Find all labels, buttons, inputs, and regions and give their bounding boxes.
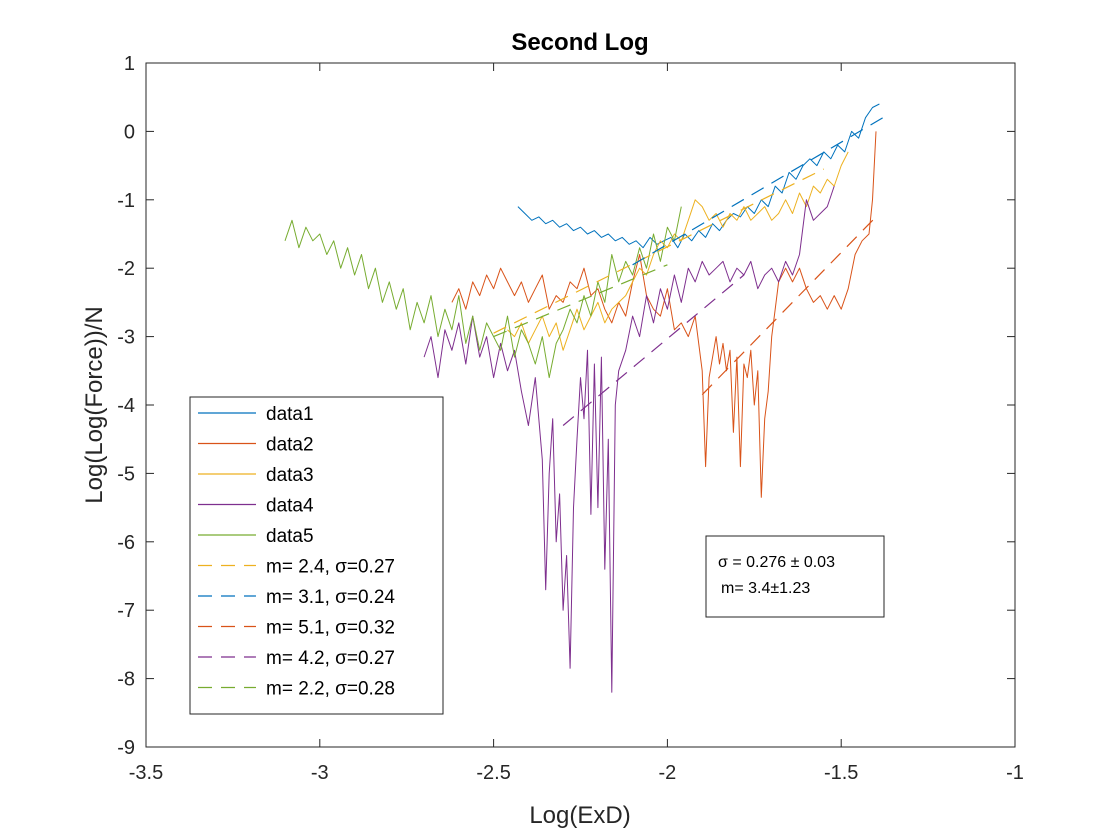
y-tick-label: -1 — [117, 190, 135, 212]
x-tick-label: -1 — [1006, 762, 1024, 784]
legend-label: data5 — [266, 526, 314, 547]
series-line-1 — [517, 103, 880, 249]
series-line-9 — [562, 274, 745, 426]
stats-annotation: σ = 0.276 ± 0.03 m= 3.4±1.23 — [705, 535, 885, 618]
legend-label: data2 — [266, 435, 314, 456]
chart-title: Second Log — [511, 29, 648, 56]
ticks-layer: -3.5 -3 -2.5 -2 -1.5 -1 -9 -8 -7 -6 -5 -4 -3 -2 -1 0 1 — [117, 53, 1024, 784]
y-tick-label: -4 — [117, 395, 135, 417]
legend-item: m= 2.4, σ=0.27 — [198, 557, 395, 578]
legend-box — [189, 396, 444, 715]
legend-items: data1 data2 data3 data4 data5 m= 2.4, σ=0.27 m… — [198, 404, 395, 700]
legend-item: m= 4.2, σ=0.27 — [198, 648, 395, 669]
y-tick-label: -6 — [117, 532, 135, 554]
legend-item: data2 — [198, 435, 314, 456]
x-tick-label: -1.5 — [824, 762, 858, 784]
series-layer — [284, 103, 884, 693]
series-line-6 — [493, 168, 825, 334]
legend: data1 data2 data3 data4 data5 m= 2.4, σ=0.27 m… — [189, 396, 444, 715]
annotation-box — [705, 535, 885, 618]
legend-label: data1 — [266, 404, 314, 425]
y-tick-label: -8 — [117, 669, 135, 691]
series-line-5 — [284, 206, 682, 379]
series-line-3 — [507, 151, 849, 351]
annotation-m-text: m= 3.4±1.23 — [721, 580, 810, 597]
legend-item: data5 — [198, 526, 314, 547]
series-line-4 — [423, 185, 835, 693]
y-tick-label: -7 — [117, 600, 135, 622]
legend-label: data4 — [266, 496, 314, 517]
legend-label: m= 2.2, σ=0.28 — [266, 679, 395, 700]
annotation-sigma-text: σ = 0.276 ± 0.03 — [718, 554, 835, 571]
legend-label: m= 2.4, σ=0.27 — [266, 557, 395, 578]
y-tick-label: 0 — [124, 121, 135, 143]
series-line-7 — [632, 117, 884, 266]
legend-item: m= 2.2, σ=0.28 — [198, 679, 395, 700]
y-tick-label: -3 — [117, 327, 135, 349]
legend-item: data4 — [198, 496, 314, 517]
y-axis-label: Log(Log(Force))/N — [81, 306, 108, 503]
x-tick-label: -2 — [659, 762, 677, 784]
y-tick-label: 1 — [124, 53, 135, 75]
series-line-10 — [493, 264, 668, 338]
legend-item: m= 5.1, σ=0.32 — [198, 618, 395, 639]
x-tick-label: -2.5 — [476, 762, 510, 784]
y-tick-label: -2 — [117, 258, 135, 280]
x-tick-label: -3 — [311, 762, 329, 784]
legend-item: m= 3.1, σ=0.24 — [198, 587, 395, 608]
legend-label: data3 — [266, 465, 314, 486]
series-line-2 — [451, 131, 877, 498]
legend-label: m= 3.1, σ=0.24 — [266, 587, 395, 608]
legend-label: m= 4.2, σ=0.27 — [266, 648, 395, 669]
x-axis-label: Log(ExD) — [529, 802, 630, 829]
series-line-8 — [701, 216, 877, 396]
y-tick-label: -5 — [117, 463, 135, 485]
legend-label: m= 5.1, σ=0.32 — [266, 618, 395, 639]
legend-item: data1 — [198, 404, 314, 425]
x-tick-label: -3.5 — [129, 762, 163, 784]
y-tick-label: -9 — [117, 737, 135, 759]
legend-item: data3 — [198, 465, 314, 486]
